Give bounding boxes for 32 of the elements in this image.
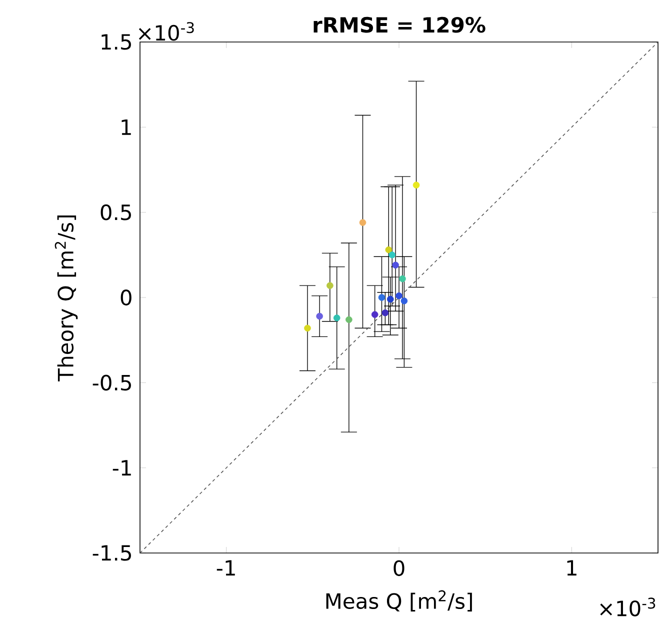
text: ×10$^{-3}$ [600, 598, 656, 616]
point [346, 316, 352, 324]
x-tick-label: -1 [216, 560, 235, 576]
point [392, 262, 399, 269]
x-axis-title: Meas Q [m$^{2}$/s] [326, 590, 472, 612]
y-tick-label: -1 [112, 460, 131, 476]
point [412, 182, 420, 188]
point [388, 252, 396, 258]
point [385, 246, 392, 254]
y-tick-label: 0 [120, 290, 132, 306]
point [371, 311, 378, 318]
point [386, 296, 394, 303]
point [378, 294, 386, 301]
y-tick-label: 0.5 [100, 204, 131, 220]
point [396, 292, 402, 300]
x-tick-label: 1 [567, 560, 576, 576]
y-tick-label: 1.5 [102, 34, 131, 50]
y-tick-label: -1.5 [92, 545, 131, 561]
point [304, 324, 311, 332]
point [382, 309, 389, 316]
point [333, 314, 340, 322]
text: ×10$^{-3}$ [138, 22, 194, 41]
point [400, 298, 408, 304]
x-tick-label: 0 [394, 560, 404, 576]
y-tick-label: -0.5 [92, 374, 131, 391]
point [316, 312, 323, 320]
point [326, 282, 334, 289]
chart-title: rRMSE = 129% [314, 16, 486, 33]
y-axis-title: Theory Q [m$^{2}$/s] [54, 216, 78, 382]
point [359, 219, 366, 226]
y-tick-label: 1 [122, 120, 131, 135]
point [399, 275, 406, 282]
